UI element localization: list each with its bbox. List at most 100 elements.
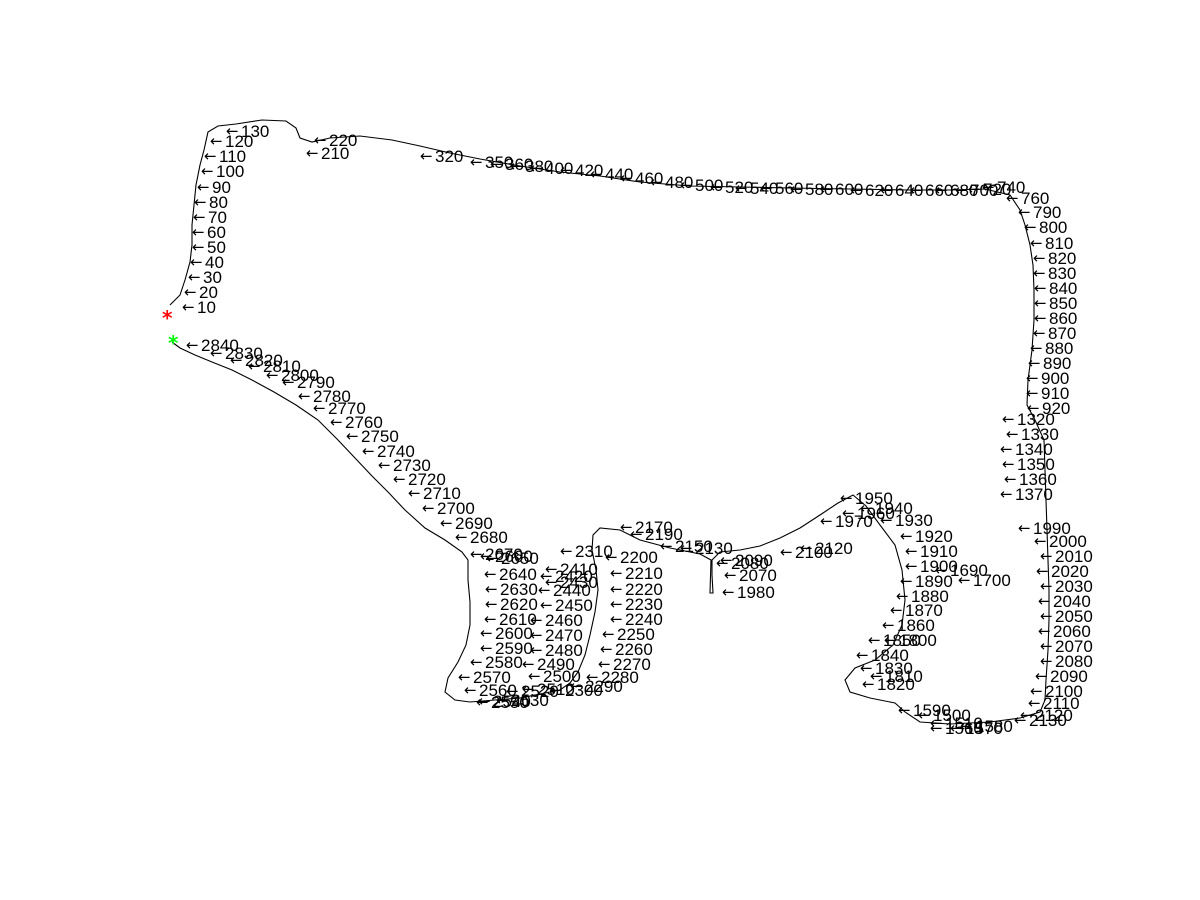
index-arrow: ← bbox=[201, 162, 214, 180]
index-label: 2100 bbox=[795, 543, 833, 562]
index-label: 2270 bbox=[613, 655, 651, 674]
index-arrow: ← bbox=[630, 525, 643, 543]
index-arrow: ← bbox=[898, 701, 911, 719]
index-arrow: ← bbox=[540, 596, 553, 614]
index-arrow: ← bbox=[470, 153, 483, 171]
index-label: 2520 bbox=[521, 682, 559, 701]
index-label: 2530 bbox=[511, 691, 549, 710]
index-label: 2010 bbox=[1055, 547, 1093, 566]
index-label: 1850 bbox=[883, 631, 921, 650]
index-arrow: ← bbox=[192, 223, 205, 241]
index-arrow: ← bbox=[1040, 547, 1053, 565]
index-label: 2220 bbox=[625, 580, 663, 599]
index-arrow: ← bbox=[560, 161, 573, 179]
index-arrow: ← bbox=[570, 677, 583, 695]
index-label: 2430 bbox=[560, 573, 598, 592]
index-arrow: ← bbox=[1020, 706, 1033, 724]
index-arrow: ← bbox=[1033, 249, 1046, 267]
index-arrow: ← bbox=[522, 680, 535, 698]
index-arrow: ← bbox=[540, 567, 553, 585]
index-label: 2090 bbox=[1050, 667, 1088, 686]
index-label: 2210 bbox=[625, 564, 663, 583]
index-label: 2090 bbox=[735, 551, 773, 570]
index-arrow: ← bbox=[1040, 577, 1053, 595]
index-arrow: ← bbox=[820, 512, 833, 530]
index-label: 540 bbox=[750, 179, 778, 198]
index-arrow: ← bbox=[545, 573, 558, 591]
shape-contour bbox=[169, 119, 1050, 725]
index-arrow: ← bbox=[650, 173, 663, 191]
index-arrow: ← bbox=[1038, 592, 1051, 610]
end-marker: * bbox=[168, 331, 179, 355]
index-label: 1690 bbox=[950, 561, 988, 580]
index-arrow: ← bbox=[486, 549, 499, 567]
index-label: 1900 bbox=[920, 557, 958, 576]
index-arrow: ← bbox=[188, 268, 201, 286]
index-label: 2600 bbox=[495, 624, 533, 643]
index-label: 2640 bbox=[499, 565, 537, 584]
index-arrow: ← bbox=[930, 719, 943, 737]
index-label: 810 bbox=[1045, 234, 1073, 253]
index-arrow: ← bbox=[1000, 485, 1013, 503]
index-arrow: ← bbox=[530, 641, 543, 659]
index-label: 2120 bbox=[815, 539, 853, 558]
index-label: 2190 bbox=[645, 525, 683, 544]
index-arrow: ← bbox=[490, 155, 503, 173]
index-arrow: ← bbox=[680, 176, 693, 194]
index-label: 110 bbox=[219, 147, 246, 166]
index-label: 2830 bbox=[225, 344, 263, 363]
index-arrow: ← bbox=[724, 566, 737, 584]
index-arrow: ← bbox=[735, 179, 748, 197]
index-label: 2780 bbox=[313, 387, 351, 406]
index-label: 2050 bbox=[1055, 607, 1093, 626]
index-label: 1370 bbox=[1015, 485, 1053, 504]
index-label: 870 bbox=[1048, 324, 1076, 343]
index-label: 2590 bbox=[495, 639, 533, 658]
index-arrow: ← bbox=[346, 427, 359, 445]
index-arrow: ← bbox=[282, 373, 295, 391]
index-label: 850 bbox=[1049, 294, 1077, 313]
index-arrow: ← bbox=[530, 611, 543, 629]
index-label: 10 bbox=[197, 298, 216, 317]
index-label: 60 bbox=[207, 223, 226, 242]
index-arrow: ← bbox=[314, 131, 327, 149]
index-arrow: ← bbox=[1002, 410, 1015, 428]
index-label: 1940 bbox=[875, 499, 913, 518]
index-arrow: ← bbox=[1018, 519, 1031, 537]
index-arrow: ← bbox=[620, 518, 633, 536]
index-label: 2080 bbox=[731, 554, 769, 573]
index-arrow: ← bbox=[458, 668, 471, 686]
index-arrow: ← bbox=[884, 631, 897, 649]
index-arrow: ← bbox=[1014, 711, 1027, 729]
index-arrow: ← bbox=[1034, 279, 1047, 297]
index-arrow: ← bbox=[298, 387, 311, 405]
index-arrow: ← bbox=[870, 667, 883, 685]
index-arrow: ← bbox=[480, 547, 493, 565]
index-arrow: ← bbox=[900, 572, 913, 590]
index-label: 2130 bbox=[1029, 711, 1067, 730]
index-label: 720 bbox=[983, 180, 1011, 199]
index-label: 2650 bbox=[501, 549, 539, 568]
index-arrow: ← bbox=[330, 413, 343, 431]
index-arrow: ← bbox=[484, 565, 497, 583]
index-label: 1590 bbox=[913, 701, 951, 720]
index-label: 2000 bbox=[1049, 532, 1087, 551]
index-arrow: ← bbox=[800, 539, 813, 557]
index-arrow: ← bbox=[455, 528, 468, 546]
index-label: 2120 bbox=[1035, 706, 1073, 725]
index-label: 350 bbox=[485, 153, 513, 172]
index-label: 1880 bbox=[911, 587, 949, 606]
index-label: 2440 bbox=[553, 581, 591, 600]
index-label: 1910 bbox=[920, 542, 958, 561]
index-label: 2660 bbox=[495, 547, 533, 566]
index-arrow: ← bbox=[1040, 637, 1053, 655]
index-label: 2020 bbox=[1051, 562, 1089, 581]
index-label: 1980 bbox=[737, 583, 775, 602]
index-arrow: ← bbox=[186, 336, 199, 354]
index-arrow: ← bbox=[602, 625, 615, 643]
index-label: 2510 bbox=[537, 680, 575, 699]
index-label: 2450 bbox=[555, 596, 593, 615]
index-arrow: ← bbox=[1033, 324, 1046, 342]
index-arrow: ← bbox=[184, 283, 197, 301]
